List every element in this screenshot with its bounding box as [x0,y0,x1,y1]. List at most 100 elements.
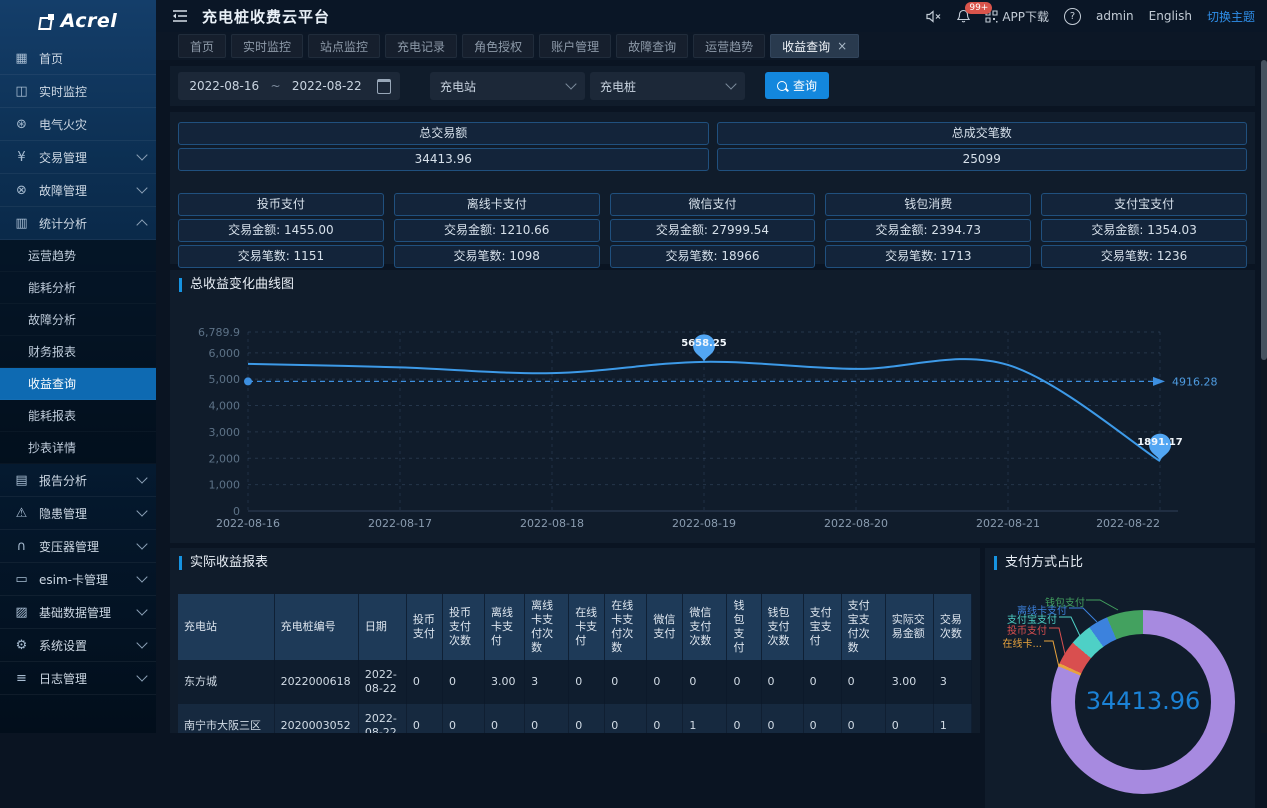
payment-card-投币支付: 投币支付交易金额: 1455.00 交易笔数: 1151 [178,193,384,268]
table-cell: 0 [726,704,762,733]
sidebar-item-label: 实时监控 [39,84,88,99]
tab-运营趋势[interactable]: 运营趋势 [693,34,766,58]
table-row[interactable]: 东方城 2022000618 2022-08-22 0 0 3.00 3 0 0 0 0 0 0 0 0 3.… [178,660,973,704]
table-header-cell: 微信支付次数 [682,594,728,660]
tab-label: 站点监控 [320,39,369,54]
payment-card-amount: 交易金额: 1455.00 [178,219,384,242]
table-cell: 0 [646,660,684,704]
chevron-down-icon [136,637,148,649]
brand-logo[interactable]: Acrel [0,0,156,42]
tab-角色授权[interactable]: 角色授权 [462,34,535,58]
help-icon[interactable]: ? [1064,7,1082,25]
tab-站点监控[interactable]: 站点监控 [308,34,381,58]
sim-icon: ▭ [15,571,28,587]
sidebar-subitem-故障分析[interactable]: 故障分析 [0,304,156,336]
sidebar-item-基础数据管理[interactable]: ▨ 基础数据管理 [0,596,156,629]
table-header-cell: 投币支付 [406,594,443,660]
table-header-cell: 钱包支付次数 [761,594,804,660]
svg-text:5,000: 5,000 [209,373,241,386]
tab-首页[interactable]: 首页 [178,34,227,58]
svg-text:2022-08-22: 2022-08-22 [1096,517,1160,530]
language-switch[interactable]: English [1148,9,1192,23]
tab-close-icon[interactable]: × [837,39,848,53]
table-cell: 0 [841,660,886,704]
table-header-cell: 投币支付次数 [442,594,486,660]
mute-icon[interactable] [926,9,942,23]
tab-充电记录[interactable]: 充电记录 [385,34,458,58]
sidebar-item-隐患管理[interactable]: ⚠ 隐患管理 [0,497,156,530]
donut-label-支付宝支付: 支付宝支付 [1007,615,1057,626]
theme-toggle[interactable]: 切换主题 [1206,9,1255,24]
sidebar-item-报告分析[interactable]: ▤ 报告分析 [0,464,156,497]
table-cell: 南宁市大阪三区 [178,704,275,733]
date-start: 2022-08-16 [189,79,260,93]
table-header-cell: 微信支付 [646,594,684,660]
payment-card-title: 投币支付 [178,193,384,216]
menu-fold-icon[interactable] [172,9,188,23]
search-icon [777,80,787,91]
payment-card-支付宝支付: 支付宝支付 交易金额: 1354.03 交易笔数: 1236 [1041,193,1247,268]
date-range-input[interactable]: 2022-08-16 ~ 2022-08-22 [178,72,400,100]
station-select[interactable]: 充电站 [430,72,585,100]
brand-logo-icon [39,13,54,29]
table-header-cell: 在线卡支付次数 [604,594,648,660]
search-button[interactable]: 查询 [765,72,830,99]
username[interactable]: admin [1096,9,1134,23]
sidebar-item-电气火灾[interactable]: ⊛ 电气火灾 [0,108,156,141]
sidebar-subitem-运营趋势[interactable]: 运营趋势 [0,240,156,272]
bell-icon[interactable]: 99+ [957,2,993,23]
sidebar-item-实时监控[interactable]: ◫ 实时监控 [0,75,156,108]
warning-icon: ⚠ [15,505,28,521]
page-title: 充电桩收费云平台 [202,7,331,26]
payment-card-count: 交易笔数: 1151 [178,245,384,268]
summary-card-title: 总交易额 [178,122,709,145]
tab-实时监控[interactable]: 实时监控 [231,34,304,58]
sidebar-item-日志管理[interactable]: ≡ 日志管理 [0,662,156,695]
sidebar-subitem-抄表详情[interactable]: 抄表详情 [0,432,156,464]
sidebar-item-首页[interactable]: ▦ 首页 [0,42,156,75]
table-header-cell: 离线卡支付 [484,594,526,660]
sidebar-item-系统设置[interactable]: ⚙ 系统设置 [0,629,156,662]
sidebar-item-交易管理[interactable]: ¥ 交易管理 [0,141,156,174]
table-cell: 0 [761,704,804,733]
table-header-row: 充电站 充电桩编号 日期 投币支付 投币支付次数 离线卡支付 离线卡支付次数 在线卡支付 在线卡… [178,594,973,660]
svg-text:4,000: 4,000 [209,400,241,413]
table-cell: 0 [406,704,443,733]
table-cell: 0 [524,704,570,733]
payment-card-amount: 交易金额: 1354.03 [1041,219,1247,242]
payment-card-amount: 交易金额: 1210.66 [393,219,600,242]
sidebar-item-故障管理[interactable]: ⊗ 故障管理 [0,174,156,207]
tab-账户管理[interactable]: 账户管理 [539,34,612,58]
table-row[interactable]: 南宁市大阪三区 2020003052 2022-08-22 0 0 0 0 0 0 0 1 0 0 0 0 0… [178,704,973,733]
sidebar-subitem-财务报表[interactable]: 财务报表 [0,336,156,368]
sidebar-item-label: 首页 [39,51,64,66]
sidebar-subitem-收益查询[interactable]: 收益查询 [0,368,156,400]
payment-card-count: 交易笔数: 1713 [825,245,1032,268]
revenue-table: 充电站 充电桩编号 日期 投币支付 投币支付次数 离线卡支付 离线卡支付次数 在线卡支付 在线卡… [178,594,973,733]
tab-故障查询[interactable]: 故障查询 [616,34,689,58]
sidebar-item-label: 系统设置 [39,638,88,653]
svg-text:2022-08-18: 2022-08-18 [520,517,584,530]
tab-收益查询[interactable]: 收益查询 × [770,34,860,58]
sidebar-subitem-能耗分析[interactable]: 能耗分析 [0,272,156,304]
tab-label: 账户管理 [551,39,600,54]
app-download-button[interactable]: APP下载 [985,8,1049,25]
tab-label: 收益查询 [782,39,831,54]
revenue-table-panel: 实际收益报表 充电站 充电桩编号 日期 投币支付 投币支付次数 离线卡支付 离线卡支付次数在… [170,548,980,733]
sidebar-item-变压器管理[interactable]: ∩ 变压器管理 [0,530,156,563]
payment-card-title: 支付宝支付 [1041,193,1247,216]
sidebar-item-esim-卡管理[interactable]: ▭ esim-卡管理 [0,563,156,596]
page-scrollbar-thumb[interactable] [1261,60,1267,360]
table-cell: 0 [646,704,684,733]
sidebar-item-label: 日志管理 [39,671,88,686]
date-separator: ~ [270,79,281,93]
svg-text:2022-08-16: 2022-08-16 [216,517,280,530]
sidebar-item-统计分析[interactable]: ▥ 统计分析 [0,207,156,240]
pile-select[interactable]: 充电桩 [590,72,745,100]
stats-cards-panel: 总交易额 34413.96 总成交笔数 25099 投币支付 交易金额: 1455.00… [170,112,1255,268]
notification-badge: 99+ [965,2,993,14]
chevron-down-icon [136,472,148,484]
table-cell: 0 [803,660,842,704]
sidebar-subitem-能耗报表[interactable]: 能耗报表 [0,400,156,432]
sidebar-item-label: 报告分析 [39,473,88,488]
